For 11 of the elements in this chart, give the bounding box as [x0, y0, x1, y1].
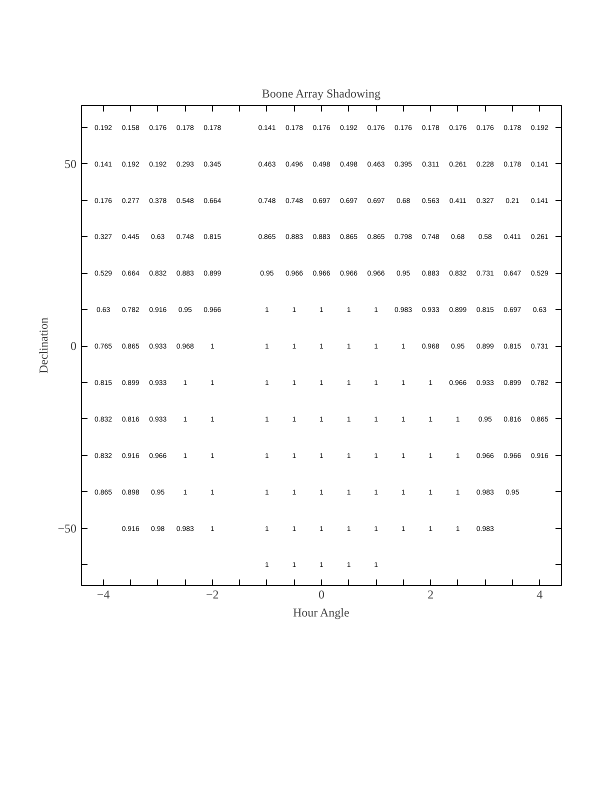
y-tick-label: −50 — [58, 521, 77, 536]
chart-title: Boone Array Shadowing — [262, 86, 380, 100]
x-tick-label: −4 — [96, 588, 110, 602]
x-axis-title: Hour Angle — [293, 606, 350, 620]
x-tick-label: 4 — [536, 588, 543, 602]
x-tick-label: 0 — [318, 588, 324, 602]
y-tick-label: 0 — [70, 339, 76, 354]
x-tick-label: 2 — [428, 588, 434, 602]
y-tick-label: 50 — [64, 156, 76, 171]
x-tick-label: −2 — [206, 588, 219, 602]
y-axis-title: Declination — [36, 318, 51, 374]
